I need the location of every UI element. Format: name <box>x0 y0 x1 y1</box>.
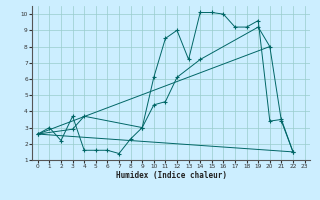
X-axis label: Humidex (Indice chaleur): Humidex (Indice chaleur) <box>116 171 227 180</box>
